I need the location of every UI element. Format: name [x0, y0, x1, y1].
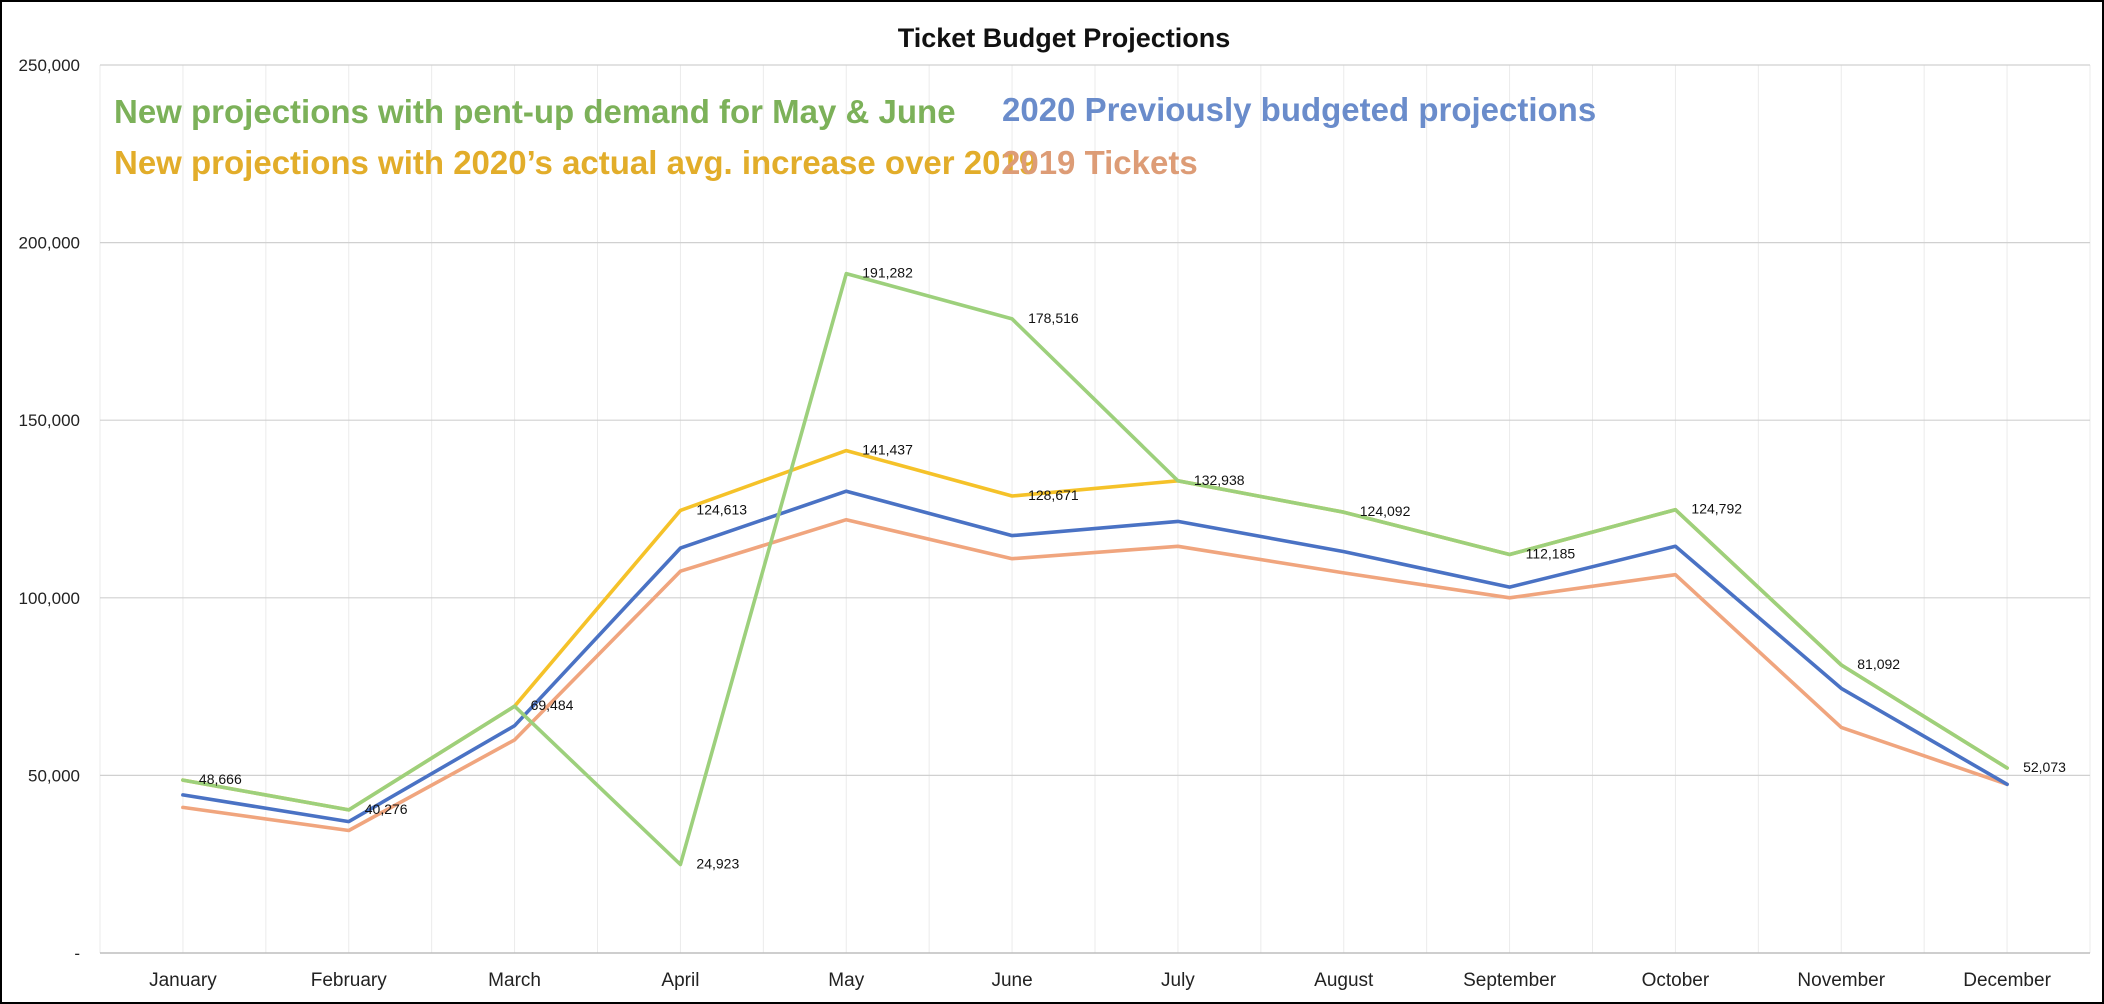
- x-tick-label: February: [311, 970, 388, 991]
- x-tick-label: January: [149, 970, 217, 991]
- x-tick-label: September: [1463, 970, 1557, 991]
- x-tick-label: December: [1963, 970, 2051, 991]
- x-tick-label: March: [488, 970, 541, 991]
- legend-entry: New projections with 2020’s actual avg. …: [114, 144, 1037, 181]
- series-line: [181, 489, 2009, 824]
- data-label: 124,092: [1360, 503, 1411, 519]
- x-tick-label: August: [1314, 970, 1374, 991]
- data-label-layer: 48,666 40,276 69,484 124,613 24,923 191,282 14…: [199, 265, 2066, 872]
- legend-entry: New projections with pent-up demand for …: [114, 93, 956, 130]
- y-tick-label: 150,000: [19, 411, 80, 430]
- x-tick-label: April: [661, 970, 699, 991]
- data-label: 112,185: [1526, 546, 1576, 562]
- data-label: 141,437: [862, 442, 913, 458]
- data-label: 48,666: [199, 771, 242, 787]
- data-label: 69,484: [531, 697, 574, 713]
- data-label: 52,073: [2023, 759, 2066, 775]
- series-line: [181, 271, 2009, 867]
- data-label: 40,276: [365, 801, 408, 817]
- data-label: 128,671: [1028, 487, 1079, 503]
- x-tick-label: October: [1642, 970, 1710, 991]
- series-layer: [181, 271, 2009, 867]
- y-tick-label: 50,000: [28, 766, 80, 785]
- axis-layer: - 50,000 100,000 150,000 200,000 250,000 Janua…: [19, 56, 2090, 991]
- grid-layer: [99, 64, 2091, 953]
- data-label: 81,092: [1857, 656, 1900, 672]
- data-label: 124,792: [1691, 501, 1742, 517]
- data-label: 124,613: [696, 501, 747, 517]
- data-label: 178,516: [1028, 310, 1079, 326]
- legend: New projections with pent-up demand for …: [114, 91, 1596, 181]
- legend-entry: 2019 Tickets: [1002, 144, 1198, 181]
- y-tick-label: 250,000: [19, 56, 80, 75]
- legend-entry: 2020 Previously budgeted projections: [1002, 91, 1596, 128]
- x-tick-label: July: [1161, 970, 1195, 991]
- y-tick-label: 100,000: [19, 589, 80, 608]
- y-tick-label: -: [74, 944, 80, 963]
- data-label: 132,938: [1194, 472, 1245, 488]
- chart-title: Ticket Budget Projections: [898, 23, 1231, 53]
- x-tick-label: November: [1797, 970, 1885, 991]
- data-label: 191,282: [862, 265, 913, 281]
- y-tick-label: 200,000: [19, 234, 80, 253]
- x-tick-label: June: [991, 970, 1032, 991]
- data-label: 24,923: [696, 855, 739, 871]
- series-line: [181, 517, 2009, 833]
- x-tick-label: May: [828, 970, 864, 991]
